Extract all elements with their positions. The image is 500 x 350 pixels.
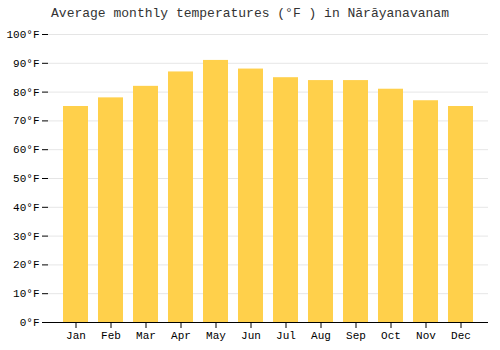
svg-text:10°F: 10°F (13, 288, 39, 300)
svg-text:Sep: Sep (346, 330, 366, 342)
svg-text:80°F: 80°F (13, 87, 39, 99)
svg-text:50°F: 50°F (13, 173, 39, 185)
svg-text:Nov: Nov (416, 330, 436, 342)
html-text:Average monthly temperatures (: Average monthly temperatures (°F ) in Nā… (51, 6, 449, 21)
svg-text:Jan: Jan (66, 330, 86, 342)
svg-text:Jun: Jun (241, 330, 261, 342)
svg-text:Feb: Feb (101, 330, 121, 342)
svg-text:Mar: Mar (136, 330, 156, 342)
svg-text:70°F: 70°F (13, 115, 39, 127)
svg-text:40°F: 40°F (13, 202, 39, 214)
svg-text:Apr: Apr (171, 330, 191, 342)
svg-text:30°F: 30°F (13, 231, 39, 243)
svg-text:100°F: 100°F (6, 29, 39, 41)
svg-text:Jul: Jul (276, 330, 296, 342)
svg-text:90°F: 90°F (13, 58, 39, 70)
svg-text:Oct: Oct (381, 330, 401, 342)
svg-text:20°F: 20°F (13, 259, 39, 271)
svg-text:60°F: 60°F (13, 144, 39, 156)
svg-text:Aug: Aug (311, 330, 331, 342)
svg-text:Dec: Dec (451, 330, 471, 342)
svg-text:May: May (206, 330, 226, 342)
svg-text:0°F: 0°F (20, 317, 40, 329)
